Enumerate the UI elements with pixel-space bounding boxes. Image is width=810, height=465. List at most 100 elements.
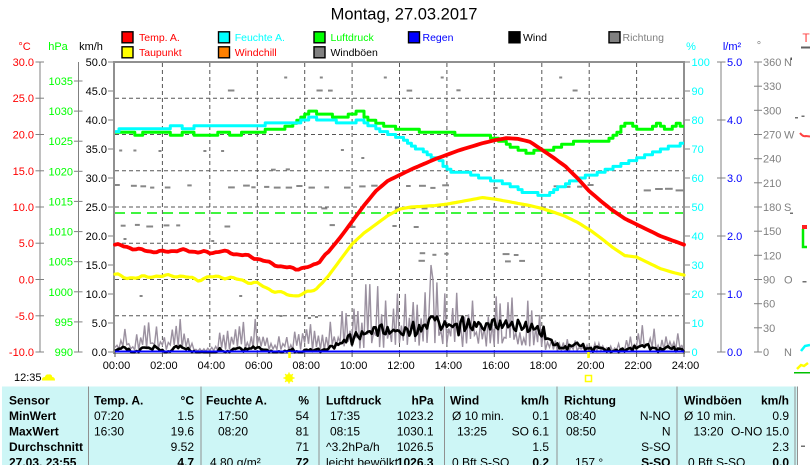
svg-text:08:50: 08:50 — [566, 425, 596, 439]
svg-text:0: 0 — [763, 347, 769, 359]
svg-text:4.0: 4.0 — [727, 115, 742, 127]
svg-text:S: S — [784, 202, 791, 214]
svg-text:13:20: 13:20 — [693, 425, 723, 439]
svg-text:0.Bft S-SO: 0.Bft S-SO — [452, 455, 509, 465]
svg-text:km/h: km/h — [761, 394, 789, 408]
svg-text:08:15: 08:15 — [330, 425, 360, 439]
svg-text:%: % — [686, 41, 696, 53]
svg-text:16:00: 16:00 — [482, 360, 510, 372]
svg-text:hPa: hPa — [48, 41, 68, 53]
svg-text:1023.2: 1023.2 — [397, 409, 434, 423]
svg-text:1035: 1035 — [49, 76, 73, 88]
svg-text:^3.2hPa/h: ^3.2hPa/h — [326, 440, 380, 454]
svg-text:81: 81 — [296, 425, 310, 439]
svg-text:O: O — [784, 275, 793, 287]
svg-text:hPa: hPa — [411, 394, 433, 408]
svg-text:270: 270 — [763, 130, 781, 142]
svg-text:16:30: 16:30 — [94, 425, 124, 439]
svg-text:2.0: 2.0 — [727, 231, 742, 243]
svg-text:SO 6.1: SO 6.1 — [512, 425, 550, 439]
svg-text:10: 10 — [692, 318, 704, 330]
svg-text:km/h: km/h — [521, 394, 549, 408]
svg-text:Durchschnitt: Durchschnitt — [9, 440, 83, 454]
svg-text:13:25: 13:25 — [457, 425, 487, 439]
svg-text:1030: 1030 — [49, 106, 73, 118]
svg-text:-5.0: -5.0 — [15, 311, 34, 323]
svg-text:0: 0 — [692, 347, 698, 359]
svg-text:14:00: 14:00 — [435, 360, 463, 372]
svg-text:Richtung: Richtung — [623, 32, 665, 44]
svg-text:Taupunkt: Taupunkt — [139, 47, 182, 59]
svg-text:20:00: 20:00 — [577, 360, 605, 372]
svg-text:1005: 1005 — [49, 257, 73, 269]
svg-text:360: 360 — [763, 57, 781, 69]
svg-text:10:00: 10:00 — [340, 360, 368, 372]
svg-text:O-NO 15.0: O-NO 15.0 — [731, 425, 789, 439]
svg-text:Temp. A.: Temp. A. — [139, 32, 180, 44]
svg-text:T: T — [802, 31, 810, 45]
svg-text:1.5: 1.5 — [532, 440, 549, 454]
svg-text:27.03. 23:55: 27.03. 23:55 — [9, 455, 77, 465]
svg-text:00:00: 00:00 — [103, 360, 131, 372]
svg-text:Ø 10 min.: Ø 10 min. — [684, 409, 736, 423]
svg-text:0.2: 0.2 — [532, 455, 549, 465]
svg-text:Temp. A.: Temp. A. — [94, 394, 143, 408]
svg-text:1015: 1015 — [49, 196, 73, 208]
svg-text:1.0: 1.0 — [727, 289, 742, 301]
svg-text:25.0: 25.0 — [13, 93, 34, 105]
svg-text:5.0: 5.0 — [727, 57, 742, 69]
svg-text:10.0: 10.0 — [13, 202, 34, 214]
svg-text:km/h: km/h — [79, 41, 103, 53]
svg-text:Feuchte A.: Feuchte A. — [235, 32, 285, 44]
svg-text:50.0: 50.0 — [86, 57, 107, 69]
svg-text:18:00: 18:00 — [530, 360, 558, 372]
svg-text:30: 30 — [692, 260, 704, 272]
svg-text:07:20: 07:20 — [94, 409, 124, 423]
svg-text:Montag, 27.03.2017: Montag, 27.03.2017 — [331, 6, 478, 24]
svg-text:Windböen: Windböen — [684, 394, 742, 408]
svg-text:60: 60 — [763, 299, 775, 311]
svg-text:15.0: 15.0 — [13, 166, 34, 178]
svg-text:1026.5: 1026.5 — [397, 440, 434, 454]
svg-text:1026.3: 1026.3 — [397, 455, 434, 465]
svg-text:W: W — [784, 130, 795, 142]
svg-text:1020: 1020 — [49, 166, 73, 178]
svg-text:70: 70 — [692, 144, 704, 156]
svg-text:1.5: 1.5 — [177, 409, 194, 423]
svg-text:1000: 1000 — [49, 287, 73, 299]
svg-text:19.6: 19.6 — [171, 425, 195, 439]
svg-text:Wind: Wind — [523, 32, 547, 44]
svg-text:1030.1: 1030.1 — [397, 425, 434, 439]
svg-text:4.80 g/m²: 4.80 g/m² — [210, 455, 261, 465]
svg-text:71: 71 — [296, 440, 310, 454]
svg-text:72: 72 — [296, 455, 310, 465]
svg-text:30.0: 30.0 — [86, 173, 107, 185]
svg-text:06:00: 06:00 — [245, 360, 273, 372]
svg-text:1010: 1010 — [49, 227, 73, 239]
svg-text:80: 80 — [692, 115, 704, 127]
svg-text:1025: 1025 — [49, 136, 73, 148]
svg-text:210: 210 — [763, 178, 781, 190]
svg-text:120: 120 — [763, 250, 781, 262]
svg-text:0.1: 0.1 — [532, 409, 549, 423]
svg-text:Sensor: Sensor — [9, 394, 50, 408]
svg-text:3.0: 3.0 — [727, 173, 742, 185]
svg-text:Luftdruck: Luftdruck — [326, 394, 382, 408]
svg-text:0.0: 0.0 — [19, 275, 34, 287]
svg-text:10.0: 10.0 — [86, 289, 107, 301]
svg-text:40.0: 40.0 — [86, 115, 107, 127]
svg-text:30: 30 — [763, 323, 775, 335]
svg-text:12:00: 12:00 — [387, 360, 415, 372]
svg-text:08:20: 08:20 — [218, 425, 248, 439]
svg-text:MinWert: MinWert — [9, 409, 56, 423]
svg-text:60: 60 — [692, 173, 704, 185]
svg-text:90: 90 — [763, 275, 775, 287]
svg-text:°C: °C — [181, 394, 195, 408]
svg-text:Regen: Regen — [423, 32, 454, 44]
svg-text:%: % — [298, 394, 309, 408]
svg-text:Feuchte A.: Feuchte A. — [206, 394, 267, 408]
svg-text:240: 240 — [763, 154, 781, 166]
svg-text:0.Bft S-SO: 0.Bft S-SO — [688, 455, 745, 465]
svg-text:17:50: 17:50 — [218, 409, 248, 423]
svg-text:150: 150 — [763, 226, 781, 238]
